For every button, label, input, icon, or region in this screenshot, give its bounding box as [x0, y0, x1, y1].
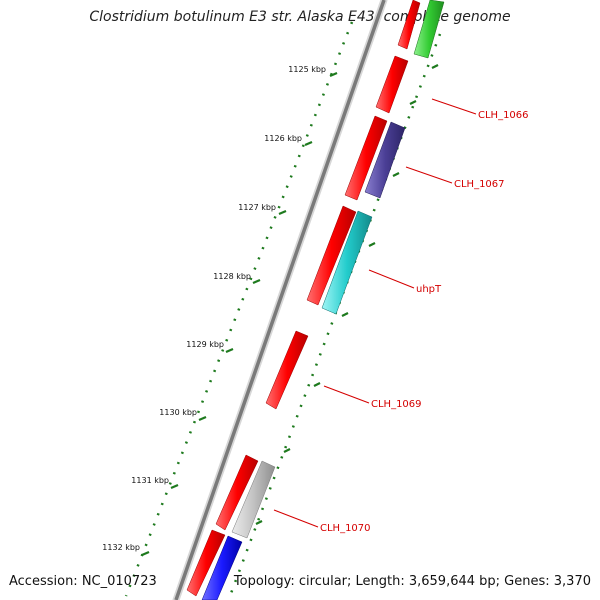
accession-label: Accession: NC_010723: [9, 574, 157, 589]
ruler-label: 1129 kbp: [186, 340, 224, 349]
gene-arrow: [265, 330, 309, 410]
label-leaders: [273, 98, 477, 528]
gene-arrow: [375, 55, 409, 114]
ruler-label: 1128 kbp: [213, 272, 251, 281]
gene-label: CLH_1066: [478, 110, 529, 121]
ruler-tick: [278, 209, 287, 216]
gene-label: CLH_1067: [454, 179, 505, 190]
gene-arrow: [306, 205, 357, 306]
gray-feature-arrow: [231, 460, 276, 539]
inner-ruler-ticks: [255, 64, 439, 525]
genome-summary: Topology: circular; Length: 3,659,644 bp…: [233, 574, 591, 589]
ruler-label: 1130 kbp: [159, 408, 197, 417]
ruler-tick: [329, 71, 338, 78]
backbone: [172, 0, 388, 600]
ruler-inner-track: [228, 33, 442, 597]
ruler-tick: [225, 347, 234, 354]
ruler-tick: [141, 550, 150, 557]
gene-label: CLH_1069: [371, 399, 422, 410]
gene-label: CLH_1070: [320, 523, 371, 534]
map-title: Clostridium botulinum E3 str. Alaska E43…: [89, 9, 511, 25]
ruler-label: 1125 kbp: [288, 65, 326, 74]
ruler-tick: [198, 415, 207, 422]
cds-track: [186, 0, 421, 597]
ruler-tick: [304, 140, 313, 147]
ruler-tick: [170, 483, 179, 490]
cyan-feature-arrow: [321, 210, 373, 315]
gene-label: uhpT: [416, 284, 442, 295]
ruler-label: 1131 kbp: [131, 476, 169, 485]
ruler-label: 1127 kbp: [238, 203, 276, 212]
ruler-ticks: [141, 71, 338, 557]
gene-arrow: [215, 454, 259, 531]
green-feature-arrow: [413, 0, 445, 59]
blue-feature-arrow: [201, 535, 243, 600]
gene-arrow: [186, 529, 226, 597]
purple-feature-arrow: [364, 121, 406, 199]
gene-arrow: [344, 115, 388, 201]
ruler-outer-track: [124, 21, 354, 597]
ruler-tick: [252, 278, 261, 285]
ruler-label: 1126 kbp: [264, 134, 302, 143]
ruler-label: 1132 kbp: [102, 543, 140, 552]
gene-arrow: [397, 0, 421, 50]
